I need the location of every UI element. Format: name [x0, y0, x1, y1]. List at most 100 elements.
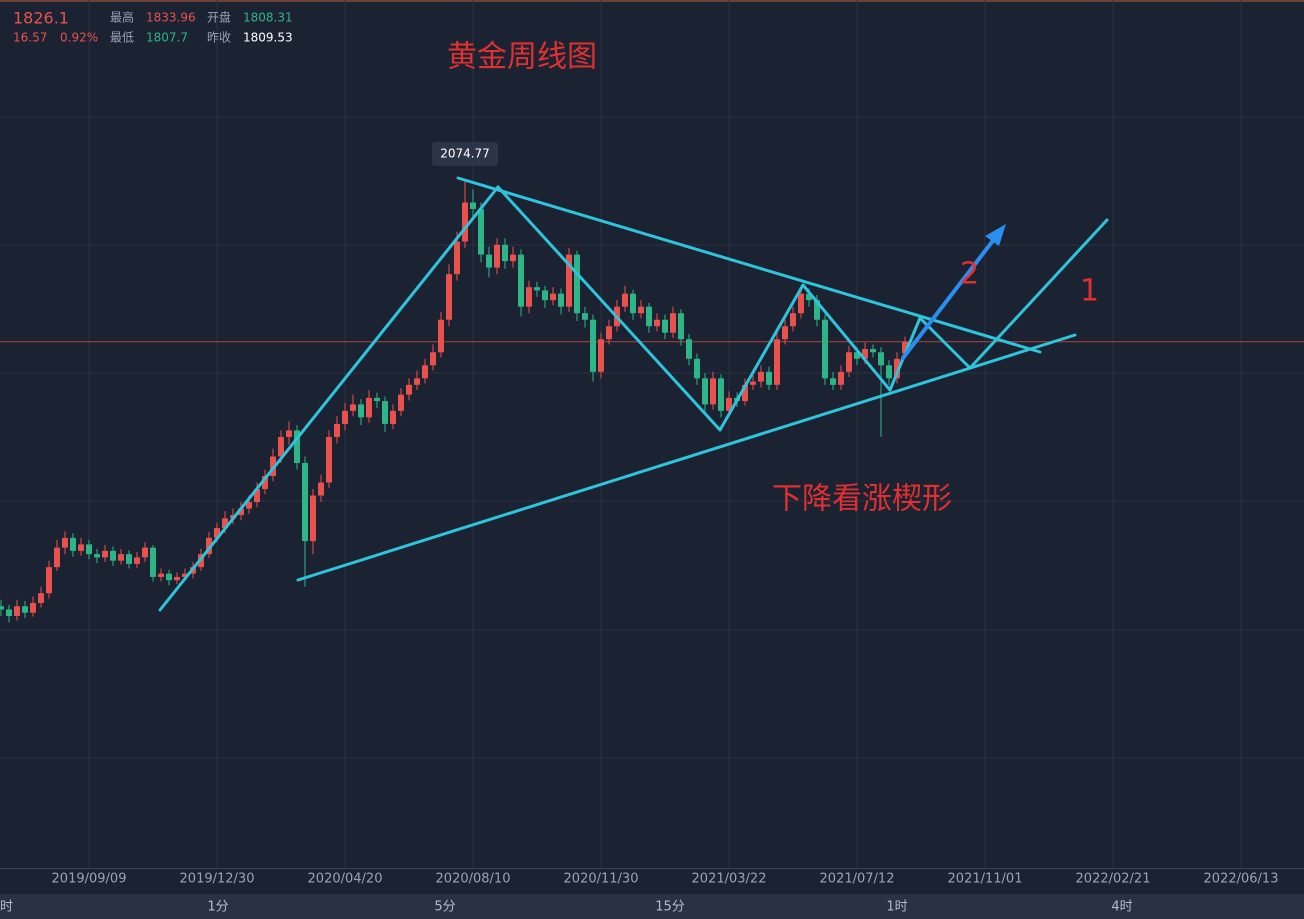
- candle-body: [438, 319, 444, 353]
- candle-body: [726, 397, 732, 411]
- candle-body: [766, 371, 772, 385]
- x-tick-label: 2019/12/30: [180, 872, 255, 887]
- candle-body: [222, 518, 228, 529]
- candle-body: [462, 202, 468, 242]
- candle-body: [390, 410, 396, 424]
- change-pct: 0.92%: [60, 31, 98, 45]
- x-tick-label: 2021/03/22: [692, 872, 767, 887]
- candle-body: [0, 606, 4, 610]
- candle-body: [470, 202, 476, 210]
- period-button[interactable]: 1时: [886, 900, 907, 915]
- candle-body: [638, 306, 644, 314]
- candle-body: [134, 557, 140, 564]
- candle-body: [670, 313, 676, 333]
- value: 1807.7: [146, 31, 188, 45]
- candle-body: [22, 606, 28, 613]
- candle-body: [254, 489, 260, 503]
- candle-body: [318, 482, 324, 496]
- candle-body: [534, 287, 540, 291]
- candle-body: [422, 365, 428, 379]
- candle-body: [526, 287, 532, 307]
- candle-body: [566, 254, 572, 307]
- tooltip-box: [432, 141, 498, 166]
- candle-body: [590, 319, 596, 372]
- label: 昨收: [207, 31, 231, 45]
- candle-body: [678, 313, 684, 340]
- candle-body: [702, 378, 708, 405]
- candle-body: [574, 254, 580, 314]
- candle-body: [902, 341, 908, 354]
- candle-body: [798, 293, 804, 314]
- label: 最高: [110, 10, 134, 25]
- candle-body: [6, 609, 12, 616]
- candle-body: [894, 358, 900, 379]
- x-tick-label: 2022/02/21: [1076, 872, 1151, 887]
- x-tick-label: 2020/04/20: [308, 872, 383, 887]
- candle-body: [662, 319, 668, 333]
- candle-body: [118, 554, 124, 561]
- candle-body: [110, 550, 116, 561]
- candle-body: [54, 547, 60, 568]
- period-button[interactable]: 1分: [207, 900, 228, 915]
- candle-body: [478, 209, 484, 255]
- candle-body: [70, 537, 76, 551]
- candle-body: [278, 436, 284, 457]
- label: 开盘: [207, 10, 231, 25]
- candle-body: [686, 339, 692, 359]
- period-button[interactable]: 时: [0, 900, 13, 915]
- value: 1809.53: [243, 31, 293, 45]
- x-tick-label: 2021/07/12: [820, 872, 895, 887]
- candle-body: [862, 349, 868, 359]
- candle-body: [358, 404, 364, 418]
- candle-body: [806, 293, 812, 301]
- value: 1833.96: [146, 11, 196, 25]
- candle-body: [382, 401, 388, 424]
- trend-lines: [158, 176, 1109, 612]
- candle-body: [94, 554, 100, 558]
- candle-body: [718, 378, 724, 411]
- candle-body: [814, 300, 820, 320]
- candle-body: [606, 326, 612, 340]
- candle-body: [398, 394, 404, 411]
- candle-body: [582, 313, 588, 320]
- period-button[interactable]: 4时: [1111, 900, 1132, 915]
- candle-body: [14, 606, 20, 616]
- candle-body: [246, 502, 252, 509]
- candle-body: [158, 573, 164, 577]
- candle-body: [758, 371, 764, 382]
- scenario-label: 1: [1080, 274, 1099, 309]
- value: 1808.31: [243, 11, 293, 25]
- pattern-label: 下降看涨楔形: [772, 482, 952, 517]
- candle-body: [430, 352, 436, 366]
- candle-body: [710, 378, 716, 405]
- candle-body: [286, 430, 292, 437]
- candle-body: [838, 371, 844, 385]
- candle-body: [342, 410, 348, 424]
- candle-body: [622, 293, 628, 307]
- candle-body: [414, 378, 420, 385]
- candle-body: [262, 476, 268, 490]
- candle-body: [30, 602, 36, 613]
- candle-body: [350, 404, 356, 411]
- period-button[interactable]: 15分: [655, 900, 685, 915]
- candle-body: [454, 241, 460, 275]
- candle-body: [542, 290, 548, 301]
- candle-body: [502, 244, 508, 262]
- change: 16.57: [13, 31, 47, 45]
- candle-body: [334, 423, 340, 437]
- period-button[interactable]: 5分: [434, 900, 455, 915]
- candle-body: [654, 319, 660, 327]
- candle-body: [206, 537, 212, 555]
- candle-body: [142, 547, 148, 558]
- candle-body: [598, 339, 604, 372]
- candle-body: [182, 573, 188, 577]
- x-tick-label: 2021/11/01: [948, 872, 1023, 887]
- candle-body: [102, 550, 108, 558]
- chart-title: 黄金周线图: [447, 40, 597, 75]
- candle-body: [558, 293, 564, 307]
- period-bar: [0, 894, 1304, 919]
- candle-body: [406, 384, 412, 395]
- candle-body: [374, 397, 380, 402]
- candle-body: [790, 313, 796, 327]
